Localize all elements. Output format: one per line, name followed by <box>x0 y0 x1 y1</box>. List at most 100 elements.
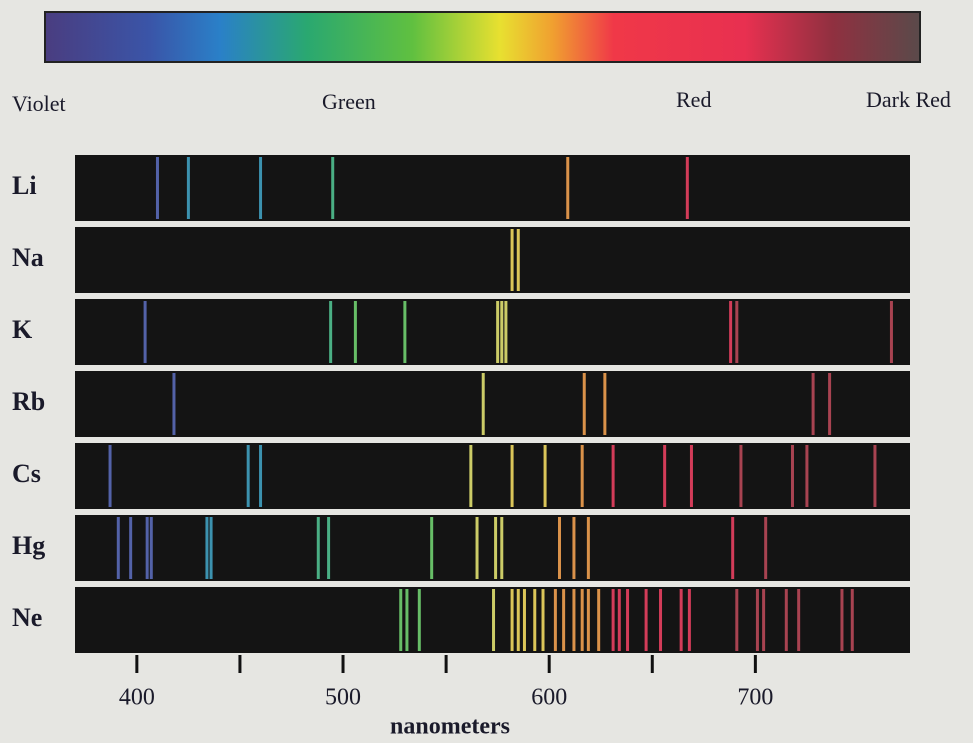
emission-line <box>580 445 584 507</box>
spectrum-panel <box>75 443 910 509</box>
emission-line <box>522 589 526 651</box>
spectrum-panel <box>75 227 910 293</box>
emission-line <box>739 445 743 507</box>
emission-line <box>611 589 615 651</box>
emission-line <box>553 589 557 651</box>
emission-line <box>143 301 147 363</box>
emission-line <box>259 157 263 219</box>
spectrum-panel <box>75 515 910 581</box>
element-label: Li <box>12 171 37 200</box>
emission-line <box>209 517 213 579</box>
spectrum-label: Green <box>322 89 376 114</box>
emission-line <box>403 301 407 363</box>
emission-line <box>562 589 566 651</box>
emission-line <box>331 157 335 219</box>
emission-line <box>790 445 794 507</box>
emission-line <box>116 517 120 579</box>
emission-line <box>731 517 735 579</box>
spectrum-label: Violet <box>12 91 66 116</box>
emission-line <box>805 445 809 507</box>
emission-line <box>172 373 176 435</box>
element-label: Rb <box>12 387 45 416</box>
emission-line <box>510 445 514 507</box>
emission-line <box>597 589 601 651</box>
emission-line <box>205 517 209 579</box>
emission-line <box>558 517 562 579</box>
emission-line <box>329 301 333 363</box>
emission-line <box>516 589 520 651</box>
emission-line <box>510 589 514 651</box>
emission-line <box>246 445 250 507</box>
element-label: Hg <box>12 531 45 560</box>
x-tick-label: 700 <box>737 685 773 711</box>
emission-line <box>626 589 630 651</box>
emission-line <box>475 517 479 579</box>
emission-line <box>469 445 473 507</box>
spectrum-panel <box>75 299 910 365</box>
emission-line <box>259 445 263 507</box>
emission-line <box>582 373 586 435</box>
emission-line <box>186 157 190 219</box>
emission-line <box>685 157 689 219</box>
emission-line <box>644 589 648 651</box>
emission-line <box>353 301 357 363</box>
x-tick-label: 400 <box>119 685 155 711</box>
emission-line <box>129 517 133 579</box>
emission-line <box>811 373 815 435</box>
element-label: Na <box>12 243 44 272</box>
emission-line <box>500 301 504 363</box>
emission-line <box>481 373 485 435</box>
emission-line <box>611 445 615 507</box>
x-tick-label: 500 <box>325 685 361 711</box>
emission-line <box>541 589 545 651</box>
emission-line <box>494 517 498 579</box>
emission-line <box>580 589 584 651</box>
emission-line <box>586 517 590 579</box>
emission-line <box>145 517 149 579</box>
emission-line <box>784 589 788 651</box>
spectrum-label: Red <box>676 87 711 112</box>
emission-line <box>586 589 590 651</box>
emission-line <box>430 517 434 579</box>
emission-line <box>108 445 112 507</box>
emission-line <box>504 301 508 363</box>
emission-line <box>828 373 832 435</box>
emission-line <box>316 517 320 579</box>
element-label: Cs <box>12 459 41 488</box>
spectrum-panel <box>75 371 910 437</box>
emission-line <box>617 589 621 651</box>
emission-line <box>500 517 504 579</box>
spectrum-panel <box>75 155 910 221</box>
emission-line <box>543 445 547 507</box>
emission-line <box>755 589 759 651</box>
emission-line <box>399 589 403 651</box>
color-spectrum-bar <box>44 11 921 63</box>
emission-line <box>729 301 733 363</box>
emission-line <box>572 589 576 651</box>
emission-line <box>327 517 331 579</box>
emission-line <box>762 589 766 651</box>
x-axis-label: nanometers <box>390 714 510 740</box>
plot-area: Li Na K Rb Cs Hg Ne 400 500 600 700 <box>12 155 910 711</box>
emission-line <box>405 589 409 651</box>
emission-line <box>840 589 844 651</box>
emission-line <box>663 445 667 507</box>
spectrum-label: Dark Red <box>866 87 951 112</box>
emission-line <box>155 157 159 219</box>
emission-line <box>659 589 663 651</box>
emission-line <box>149 517 153 579</box>
emission-line <box>510 229 514 291</box>
emission-line <box>496 301 500 363</box>
emission-line <box>603 373 607 435</box>
emission-line <box>735 589 739 651</box>
element-label: K <box>12 315 33 344</box>
emission-line <box>516 229 520 291</box>
emission-line <box>566 157 570 219</box>
emission-line <box>679 589 683 651</box>
emission-line <box>873 445 877 507</box>
emission-line <box>492 589 496 651</box>
emission-line <box>735 301 739 363</box>
emission-line <box>797 589 801 651</box>
emission-line <box>889 301 893 363</box>
